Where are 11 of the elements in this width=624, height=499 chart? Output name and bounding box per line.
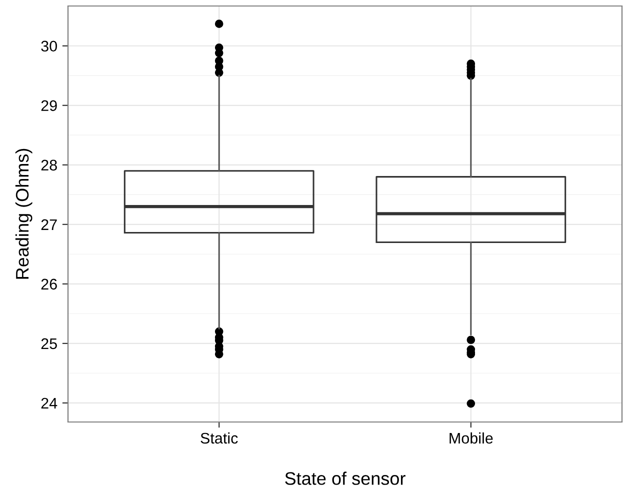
x-axis-title: State of sensor xyxy=(285,472,406,485)
y-tick-label: 29 xyxy=(41,100,57,112)
y-tick-label: 27 xyxy=(41,219,57,230)
y-tick-label: 24 xyxy=(41,398,58,408)
y-tick-label: 28 xyxy=(41,160,57,171)
x-tick-label: Mobile xyxy=(450,432,493,444)
y-axis-title: Reading (Ohms) xyxy=(15,148,32,279)
y-tick-label: 30 xyxy=(41,40,57,52)
x-tick-label: Static xyxy=(200,432,238,444)
y-tick-label: 25 xyxy=(41,338,57,350)
y-tick-label: 26 xyxy=(41,278,57,290)
